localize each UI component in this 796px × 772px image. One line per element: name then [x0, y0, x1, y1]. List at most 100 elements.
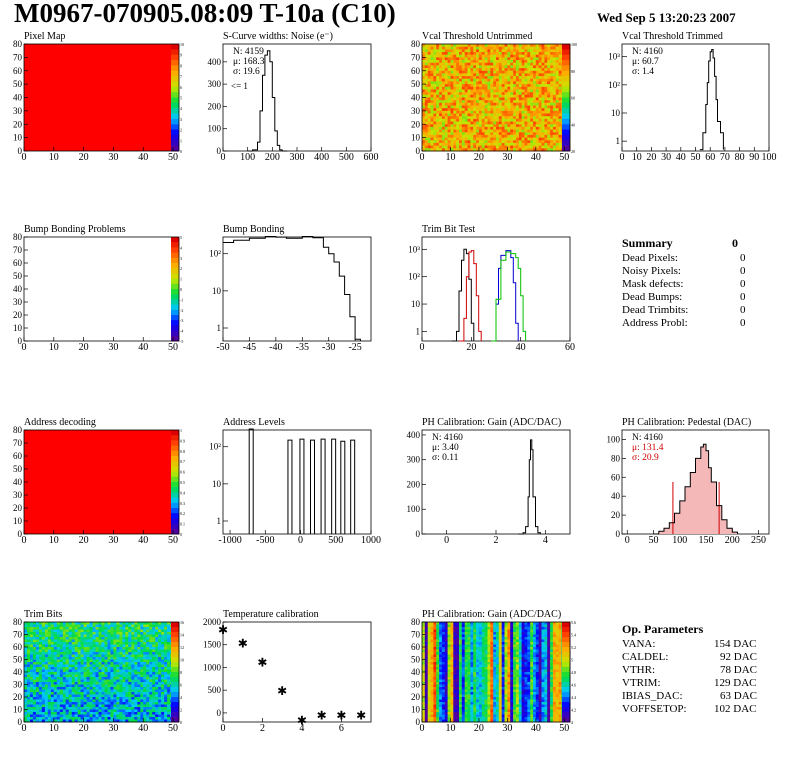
heatmap-cell: [530, 116, 534, 120]
heatmap-cell: [484, 81, 488, 85]
heatmap-cell: [453, 57, 457, 61]
heatmap-cell: [544, 108, 548, 112]
heatmap-cell: [547, 629, 551, 633]
heatmap-cell: [501, 62, 505, 66]
heatmap-cell: [24, 624, 28, 628]
heatmap-cell: [476, 52, 480, 56]
heatmap-cell: [530, 46, 534, 50]
heatmap-cell: [441, 121, 446, 125]
heatmap-cell: [59, 664, 64, 668]
heatmap-cell: [441, 134, 446, 138]
heatmap-cell: [143, 717, 147, 720]
y-tick-label: 80: [13, 617, 23, 627]
heatmap-cell: [533, 129, 537, 133]
heatmap-cell: [146, 672, 150, 675]
heatmap-cell: [478, 102, 483, 106]
x-tick-label: 0: [298, 535, 303, 546]
heatmap-cell: [501, 124, 505, 128]
palette-step: [171, 76, 179, 82]
heatmap-cell: [552, 622, 557, 625]
heatmap-cell: [515, 89, 520, 93]
heatmap-cell: [450, 134, 454, 138]
heatmap-cell: [535, 629, 539, 633]
heatmap-cell: [422, 52, 426, 56]
plot-title: PH Calibration: Gain (ADC/DAC): [422, 609, 561, 620]
stats-line: N: 4160: [632, 47, 663, 57]
heatmap-cell: [424, 116, 428, 120]
stats-line: μ: 168.3: [233, 57, 265, 67]
heatmap-cell: [68, 634, 73, 638]
heatmap-cell: [427, 148, 431, 152]
x-tick-label: 20: [79, 535, 89, 546]
heatmap-cell: [513, 148, 517, 152]
heatmap-cell: [149, 712, 153, 715]
heatmap-cell: [504, 137, 508, 141]
heatmap-cell: [478, 73, 483, 77]
heatmap-cell: [439, 124, 443, 128]
heatmap-cell: [535, 68, 539, 72]
heatmap-cell: [83, 694, 87, 698]
heatmap-cell: [521, 54, 525, 58]
heatmap-cell: [74, 657, 79, 660]
heatmap-cell: [518, 68, 522, 72]
heatmap-cell: [77, 717, 82, 720]
heatmap-cell: [83, 712, 87, 715]
heatmap-cell: [484, 73, 488, 77]
heatmap-cell: [424, 46, 428, 50]
heatmap-cell: [86, 714, 90, 718]
heatmap-cell: [143, 634, 147, 638]
heatmap-cell: [107, 667, 111, 670]
heatmap-cell: [92, 659, 96, 663]
heatmap-cell: [143, 682, 147, 685]
heatmap-cell: [481, 121, 485, 125]
heatmap-cell: [158, 699, 162, 703]
heatmap-cell: [496, 78, 500, 82]
heatmap-cell: [53, 684, 58, 688]
heatmap-cell: [538, 100, 542, 104]
y-tick-label: 100: [407, 504, 421, 514]
heatmap-cell: [107, 642, 111, 645]
heatmap-cell: [490, 89, 494, 93]
heatmap-cell: [430, 126, 434, 130]
heatmap-cell: [125, 684, 129, 688]
heatmap-cell: [552, 68, 557, 72]
heatmap-cell: [110, 639, 114, 643]
heatmap-cell: [83, 667, 87, 670]
heatmap-cell: [83, 647, 87, 650]
heatmap-cell: [538, 129, 542, 133]
heatmap-cell: [65, 682, 70, 685]
heatmap-cell: [433, 46, 437, 50]
heatmap-cell: [30, 644, 34, 648]
heatmap-cell: [470, 52, 474, 56]
heatmap-cell: [24, 699, 28, 703]
heatmap-cell: [541, 118, 545, 122]
heatmap-cell: [550, 86, 554, 90]
heatmap-cell: [167, 642, 171, 645]
heatmap-cell: [95, 669, 99, 673]
heatmap-cell: [490, 622, 494, 625]
heatmap-cell: [473, 140, 477, 144]
heatmap-cell: [125, 717, 129, 720]
heatmap-cell: [558, 54, 562, 58]
palette-step: [171, 247, 179, 254]
heatmap-cell: [487, 94, 491, 98]
heatmap-cell: [113, 627, 117, 630]
heatmap-cell: [476, 143, 480, 147]
heatmap-cell: [430, 105, 434, 109]
heatmap-cell: [527, 627, 531, 630]
heatmap-cell: [501, 118, 505, 122]
y-tick-label: 300: [407, 455, 421, 465]
heatmap-cell: [547, 89, 551, 93]
heatmap-cell: [439, 132, 443, 136]
heatmap-cell: [504, 622, 508, 625]
heatmap-cell: [149, 674, 153, 678]
heatmap-cell: [62, 687, 67, 690]
heatmap-cell: [74, 677, 79, 680]
heatmap-cell: [490, 86, 494, 90]
heatmap-cell: [447, 110, 451, 114]
heatmap-cell: [104, 682, 108, 685]
heatmap-cell: [453, 102, 457, 106]
heatmap-cell: [459, 632, 463, 635]
heatmap-cell: [473, 145, 477, 149]
heatmap-cell: [62, 647, 67, 650]
